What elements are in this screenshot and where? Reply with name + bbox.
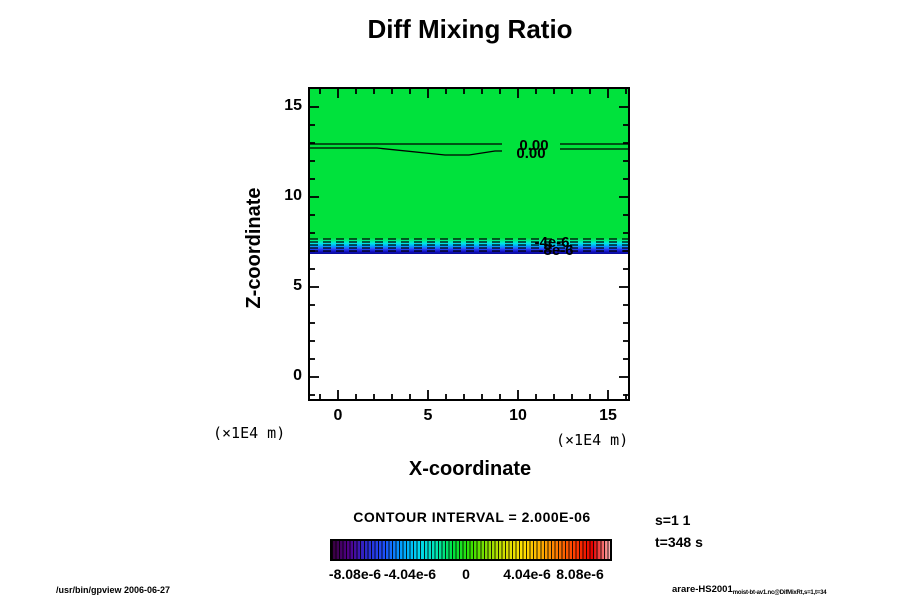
x-tick-label: 15 <box>599 407 617 424</box>
y-tick-label: 10 <box>284 187 302 204</box>
colorbar-tick-label: -8.08e-6 <box>328 566 382 582</box>
colorbar-tick-label: 8.08e-6 <box>556 566 604 582</box>
x-tick-label: 0 <box>333 407 343 424</box>
dataset-footer-sub: moist-bt-av1.nc@DifMixRt,s=1,t=34 <box>732 590 827 596</box>
chart-title: Diff Mixing Ratio <box>367 14 573 44</box>
contour-label-neg8e6: -8e-6 <box>538 242 573 259</box>
dataset-footer-main: arare-HS2001 <box>672 584 733 595</box>
contour-interval-label: CONTOUR INTERVAL = 2.000E-06 <box>353 509 591 525</box>
y-axis-title: Z-coordinate <box>243 187 265 309</box>
s-annotation: s=1 1 <box>655 512 691 528</box>
y-tick-label: 15 <box>284 97 302 114</box>
x-axis-title: X-coordinate <box>408 458 532 480</box>
colorbar-tick-label: 4.04e-6 <box>503 566 551 582</box>
x-tick-label: 10 <box>509 407 527 424</box>
t-annotation: t=348 s <box>655 534 703 550</box>
command-footer: /usr/bin/gpview 2006-06-27 <box>56 585 171 595</box>
y-tick-label: 5 <box>293 277 302 294</box>
y-axis-unit-label: (×1E4 m) <box>213 424 286 442</box>
run-annotations: s=1 1 t=348 s <box>655 509 703 553</box>
contour-label-zero-upper: 0.00 <box>519 137 548 154</box>
contour-label-zero-lower: 0.00 <box>516 145 545 162</box>
contour-overlay: 0.00 0.00 -4e-6 -8e-6 <box>310 89 628 399</box>
plot-area: 0.00 0.00 -4e-6 -8e-6 <box>308 87 630 401</box>
dataset-footer: arare-HS2001moist-bt-av1.nc@DifMixRt,s=1… <box>672 584 827 596</box>
colorbar-tick-labels: -8.08e-6 -4.04e-6 0 4.04e-6 8.08e-6 <box>328 566 612 584</box>
contour-line-solid <box>310 147 502 156</box>
y-tick-label: 0 <box>293 367 302 384</box>
colorbar-tick-label: -4.04e-6 <box>383 566 437 582</box>
contour-label-neg4e6: -4e-6 <box>534 234 569 251</box>
positive-field-region <box>310 89 628 238</box>
x-tick-label: 5 <box>423 407 433 424</box>
colorbar <box>330 539 612 561</box>
x-axis-unit-label: (×1E4 m) <box>556 431 629 449</box>
colorbar-tick-label: 0 <box>462 566 470 582</box>
